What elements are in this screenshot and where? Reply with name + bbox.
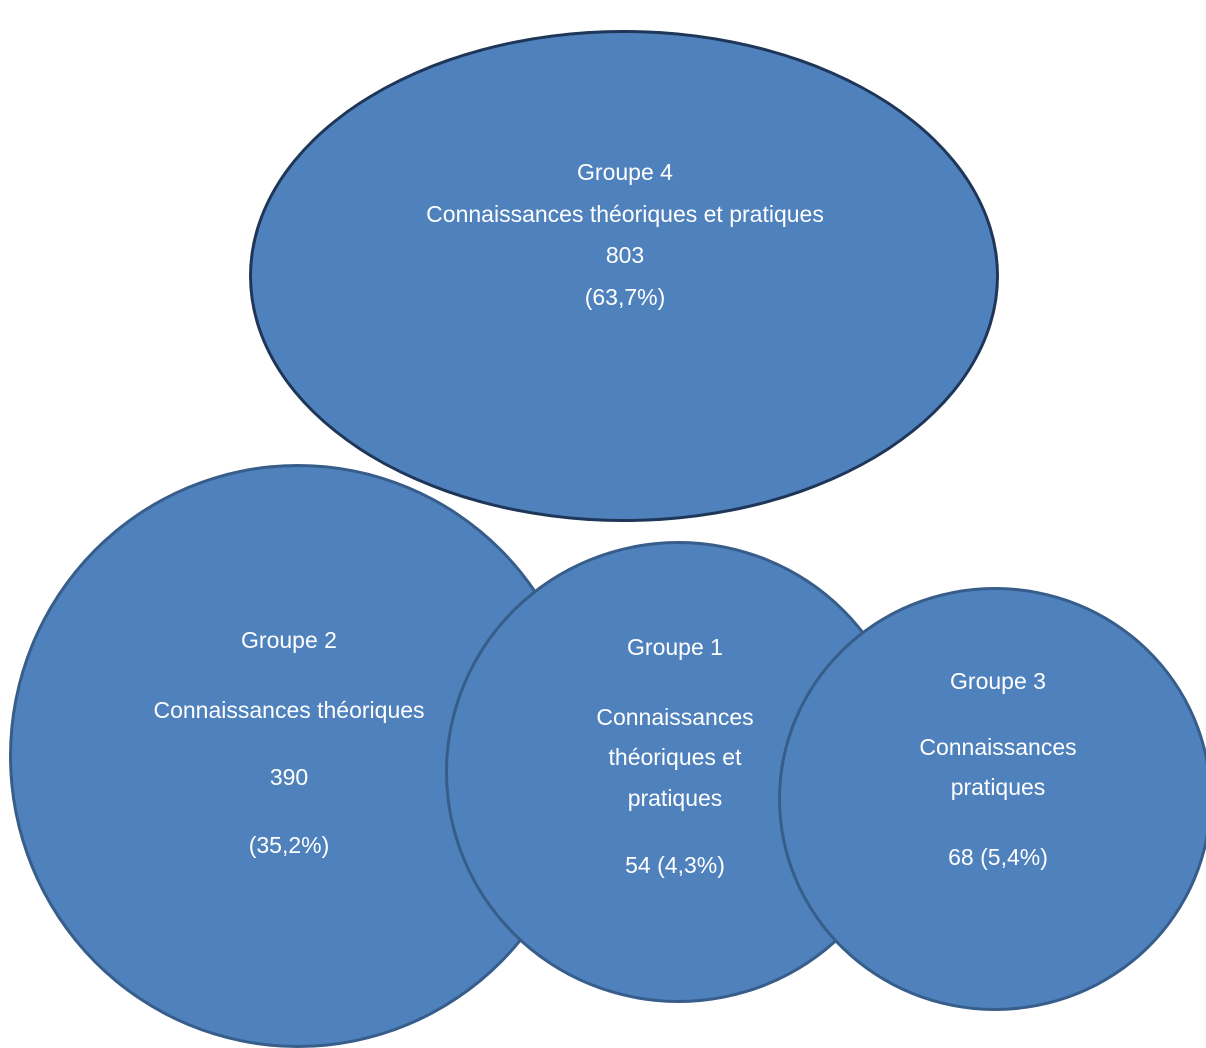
group-4-description: Connaissances théoriques et pratiques: [426, 201, 824, 229]
group-3-count-percent: 68 (5,4%): [948, 844, 1048, 872]
group-2-percent: (35,2%): [249, 832, 330, 860]
group-2-description: Connaissances théoriques: [153, 697, 424, 725]
group-1-description-line-2: théoriques et: [609, 744, 742, 772]
group-2-name: Groupe 2: [241, 627, 337, 655]
group-4-percent: (63,7%): [585, 284, 666, 312]
group-4-ellipse: [249, 30, 999, 522]
group-1-description-line-3: pratiques: [628, 785, 723, 813]
group-1-description-line-1: Connaissances: [596, 704, 753, 732]
group-3-description-line-1: Connaissances: [919, 734, 1076, 762]
group-4-name: Groupe 4: [577, 159, 673, 187]
group-4-count: 803: [606, 242, 644, 270]
group-3-name: Groupe 3: [950, 668, 1046, 696]
group-3-description-line-2: pratiques: [951, 774, 1046, 802]
group-2-count: 390: [270, 764, 308, 792]
group-1-count-percent: 54 (4,3%): [625, 852, 725, 880]
group-1-name: Groupe 1: [627, 634, 723, 662]
